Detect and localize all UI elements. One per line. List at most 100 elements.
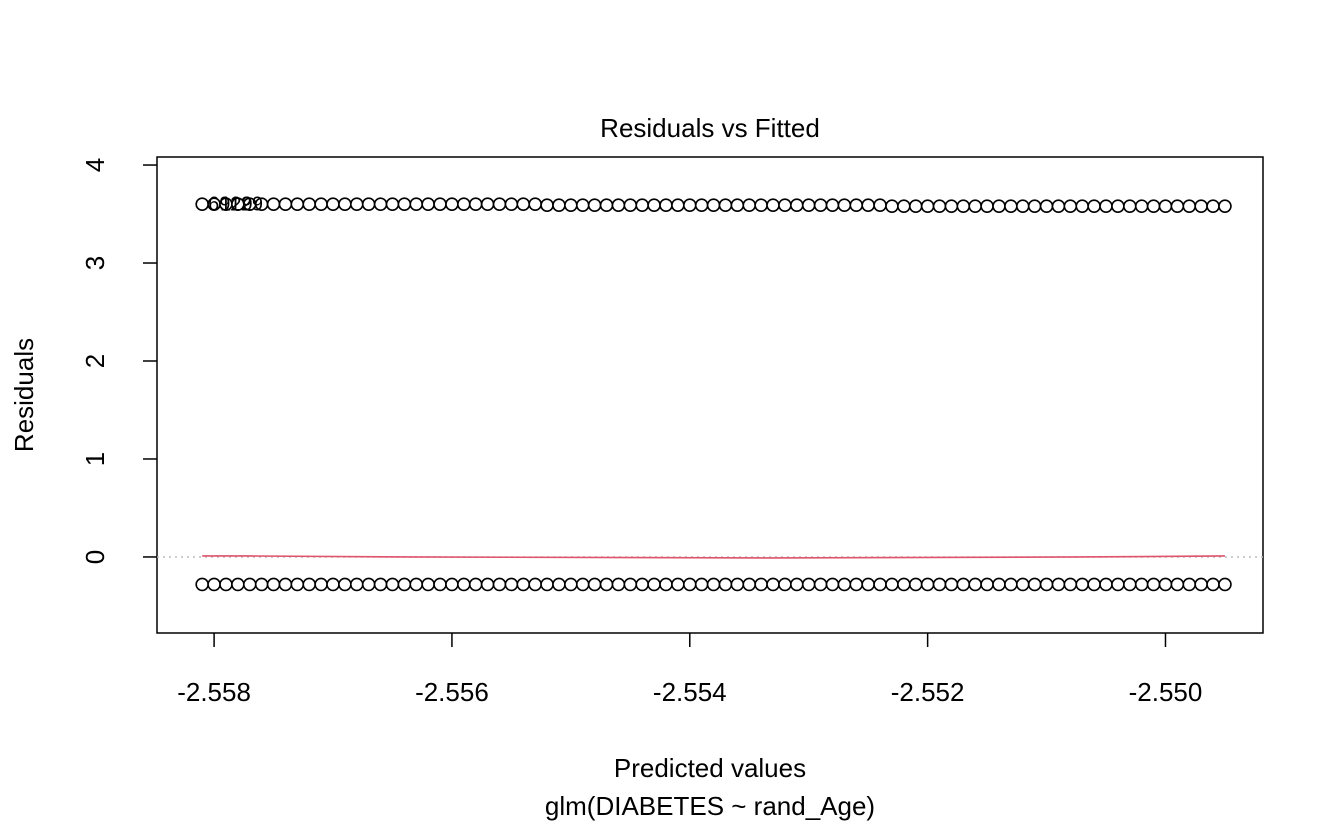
point [1075, 199, 1090, 213]
point [242, 577, 257, 592]
point [552, 198, 566, 213]
smooth-line [202, 555, 1225, 559]
point [778, 198, 792, 213]
point [1027, 577, 1042, 592]
point [1182, 577, 1197, 592]
point [718, 198, 733, 213]
point [611, 198, 626, 213]
point [849, 577, 864, 592]
point [195, 197, 209, 212]
point [516, 577, 531, 592]
point [599, 198, 614, 213]
point [1027, 199, 1042, 213]
point [873, 198, 887, 213]
y-tick-label: 4 [80, 158, 110, 172]
point [1039, 199, 1054, 213]
point [861, 198, 875, 213]
point [480, 577, 495, 592]
point [1194, 577, 1208, 592]
point [1206, 577, 1220, 592]
point [885, 199, 899, 213]
point [885, 577, 899, 592]
point [278, 197, 293, 212]
point [659, 577, 673, 592]
x-tick-label: -2.556 [415, 677, 489, 707]
point [433, 197, 447, 212]
point [349, 197, 364, 212]
point [944, 199, 959, 213]
point [754, 198, 768, 213]
point [599, 577, 614, 592]
point [1039, 577, 1054, 592]
point [409, 197, 424, 212]
point [373, 577, 388, 592]
point [813, 577, 828, 592]
point [908, 199, 923, 213]
point [635, 577, 650, 592]
point [361, 197, 376, 212]
point [837, 198, 852, 213]
point [504, 577, 519, 592]
point [195, 577, 209, 592]
point [564, 198, 578, 213]
point [1051, 199, 1066, 213]
point [694, 198, 709, 213]
point [326, 577, 340, 592]
x-axis-label: Predicted values [614, 753, 806, 783]
point [397, 577, 412, 592]
point [540, 198, 554, 213]
point [706, 198, 721, 213]
point [647, 577, 661, 592]
point [445, 577, 459, 592]
point [587, 577, 602, 592]
y-tick-label: 0 [80, 550, 110, 564]
x-tick-label: -2.552 [891, 677, 965, 707]
point [1111, 577, 1125, 592]
point [1087, 577, 1101, 592]
point [980, 199, 994, 213]
point [778, 577, 792, 592]
point [1158, 199, 1173, 213]
point [1099, 199, 1113, 213]
point [1146, 199, 1161, 213]
point [1123, 199, 1137, 213]
point [730, 577, 745, 592]
point [801, 577, 816, 592]
point [1051, 577, 1066, 592]
point [564, 577, 578, 592]
point [956, 199, 971, 213]
point [516, 197, 531, 212]
point [457, 197, 471, 212]
point [837, 577, 852, 592]
point [302, 577, 317, 592]
point [421, 197, 435, 212]
point [492, 197, 507, 212]
point [659, 198, 673, 213]
point [1170, 199, 1185, 213]
point [801, 198, 816, 213]
point [932, 577, 947, 592]
point [682, 198, 697, 213]
point [1004, 199, 1018, 213]
point [445, 197, 459, 212]
point-label: 1129 [220, 193, 263, 215]
point [873, 577, 887, 592]
point [825, 198, 840, 213]
point [349, 577, 364, 592]
point [980, 577, 994, 592]
point [623, 577, 638, 592]
point [219, 577, 233, 592]
point [409, 577, 424, 592]
point [897, 577, 911, 592]
point [694, 577, 709, 592]
point [314, 197, 328, 212]
point [1004, 577, 1018, 592]
point [1206, 199, 1220, 213]
point [290, 577, 305, 592]
point [920, 577, 935, 592]
point [1015, 577, 1030, 592]
point [314, 577, 328, 592]
y-tick-label: 3 [80, 256, 110, 270]
point [528, 197, 542, 212]
